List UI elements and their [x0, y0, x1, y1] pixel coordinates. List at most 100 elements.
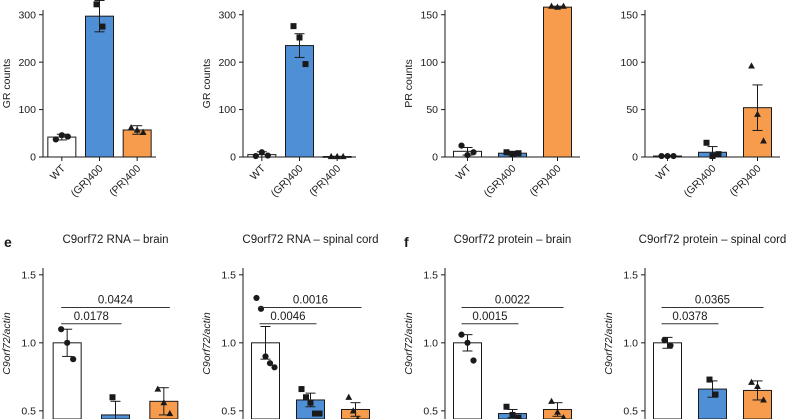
x-tick-label: WT: [48, 162, 68, 182]
data-point: [661, 336, 668, 344]
data-point: [345, 393, 353, 400]
p-value-label: 0.0022: [495, 294, 530, 306]
data-point: [560, 414, 567, 419]
data-point: [133, 126, 141, 133]
data-point: [458, 331, 465, 338]
data-point: [307, 399, 314, 406]
chart-e1: C9orf72 RNA – brain 0.5 1.0 1.5 C9orf72/acti…: [1, 234, 179, 419]
panel-label-f: f: [404, 234, 409, 250]
data-point: [470, 149, 477, 156]
data-point: [127, 124, 135, 131]
p-value-label: 0.0046: [270, 311, 305, 323]
y-tick-label: 0.5: [221, 405, 236, 417]
data-point: [706, 376, 713, 383]
data-point: [70, 356, 77, 363]
data-point: [349, 407, 357, 414]
y-axis-label: C9orf72/actin: [603, 312, 615, 375]
y-tick-label: 1.0: [423, 337, 438, 349]
chart-top1: 0 100 200 300 GR counts WT (GR)400 (PR)400: [1, 0, 156, 200]
data-point: [464, 339, 471, 346]
data-point: [670, 152, 677, 160]
x-tick-label: (PR)400: [527, 163, 563, 199]
data-point: [262, 353, 269, 360]
y-tick-label: 1.5: [423, 269, 438, 281]
x-tick-label: (PR)400: [107, 163, 143, 199]
data-point: [99, 23, 106, 30]
chart-title: C9orf72 RNA – brain: [62, 234, 168, 246]
y-axis-label: PR counts: [403, 59, 415, 107]
bar-WT: [653, 342, 682, 419]
y-tick-label: 0: [230, 152, 236, 164]
data-point: [298, 386, 305, 393]
y-tick-label: 0.5: [21, 405, 36, 417]
data-point: [658, 152, 665, 160]
data-point: [715, 151, 722, 158]
data-point: [316, 410, 323, 417]
y-tick-label: 100: [620, 57, 638, 69]
y-axis-label: C9orf72/actin: [201, 312, 213, 375]
y-axis-label: GR counts: [201, 59, 213, 109]
chart-top4: 0 50 100 150 WT (GR)400 (PR)400: [620, 9, 780, 200]
y-tick-label: 100: [18, 104, 36, 116]
y-tick-label: 1.0: [21, 337, 36, 349]
data-point: [166, 409, 174, 417]
data-point: [58, 132, 65, 139]
data-point: [515, 150, 522, 157]
data-point: [160, 399, 168, 406]
data-point: [290, 23, 297, 30]
data-point: [64, 133, 71, 140]
data-point: [312, 410, 318, 417]
x-tick-label: (PR)400: [727, 163, 763, 199]
chart-title: C9orf72 protein – brain: [454, 234, 572, 246]
p-value-label: 0.0178: [74, 311, 109, 323]
x-tick-label: WT: [654, 162, 674, 182]
data-point: [548, 2, 555, 9]
data-point: [712, 391, 719, 398]
y-axis-label: C9orf72/actin: [1, 312, 13, 375]
y-tick-label: 200: [18, 57, 36, 69]
y-tick-label: 300: [18, 9, 36, 21]
data-point: [548, 397, 555, 404]
data-point: [703, 139, 710, 146]
data-point: [271, 364, 278, 371]
bar-(GR)400: [285, 45, 314, 158]
data-point: [154, 385, 162, 392]
data-point: [333, 152, 341, 160]
data-point: [709, 153, 716, 160]
data-point: [253, 294, 260, 302]
chart-e2: C9orf72 RNA – spinal cord 0.5 1.0 1.5 C9orf7…: [201, 234, 379, 419]
data-point: [355, 415, 360, 419]
y-tick-label: 50: [426, 104, 438, 116]
p-value-label: 0.0365: [695, 294, 730, 306]
y-tick-label: 0.5: [623, 405, 638, 417]
data-point: [464, 152, 471, 159]
y-tick-label: 1.0: [221, 337, 236, 349]
data-point: [257, 305, 265, 312]
data-point: [64, 339, 71, 346]
bar-(PR)400: [543, 6, 572, 158]
p-value-label: 0.0378: [672, 311, 707, 323]
data-point: [503, 149, 510, 156]
data-point: [252, 152, 259, 160]
y-tick-label: 100: [420, 57, 438, 69]
x-tick-label: (GR)400: [269, 163, 306, 200]
data-point: [664, 152, 671, 160]
data-point: [503, 403, 510, 410]
y-tick-label: 1.0: [623, 337, 638, 349]
x-tick-label: (GR)400: [482, 163, 519, 200]
x-tick-label: (GR)400: [69, 163, 106, 200]
chart-f1: C9orf72 protein – brain 0.5 1.0 1.5 C9orf72/…: [403, 234, 572, 419]
bar-WT: [453, 342, 482, 419]
y-tick-label: 1.5: [21, 269, 36, 281]
data-point: [258, 149, 265, 156]
x-tick-label: WT: [454, 162, 474, 182]
y-tick-label: 50: [626, 104, 638, 116]
y-tick-label: 150: [420, 9, 438, 21]
data-point: [266, 360, 274, 367]
data-point: [470, 357, 477, 364]
data-point: [554, 408, 561, 415]
data-point: [303, 394, 309, 401]
p-value-label: 0.0016: [293, 294, 328, 306]
data-point: [748, 378, 755, 385]
